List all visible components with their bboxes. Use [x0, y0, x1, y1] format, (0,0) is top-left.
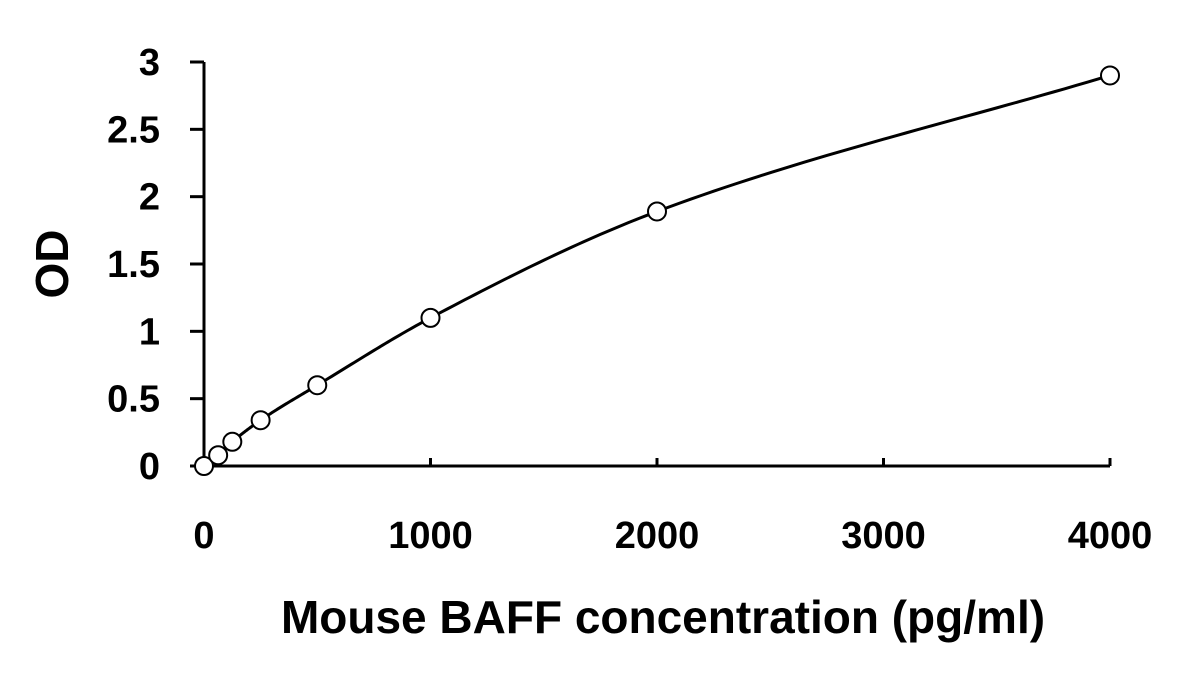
- x-tick-label: 3000: [841, 515, 926, 557]
- x-axis-title: Mouse BAFF concentration (pg/ml): [281, 591, 1045, 643]
- y-axis-title: OD: [26, 230, 78, 299]
- data-points-layer: [194, 65, 1120, 476]
- x-tick-label: 4000: [1068, 515, 1153, 557]
- x-tick-label: 1000: [388, 515, 473, 557]
- data-point: [307, 375, 328, 396]
- y-tick-label: 3: [139, 42, 160, 84]
- y-ticks: 0 0.5 1 1.5 2 2.5 3: [107, 42, 204, 488]
- fit-curve-layer: [203, 74, 1111, 468]
- y-tick-label: 2: [139, 177, 160, 219]
- x-ticks: 0 1000 2000 3000 4000: [193, 458, 1152, 557]
- y-tick-label: 0.5: [107, 379, 160, 421]
- data-point: [194, 456, 214, 476]
- data-point: [250, 410, 271, 431]
- y-tick-label: 2.5: [107, 109, 160, 151]
- fit-curve: [203, 74, 1111, 468]
- data-point: [222, 431, 243, 452]
- axes: [190, 62, 1110, 468]
- x-tick-label: 0: [193, 515, 214, 557]
- data-point: [647, 201, 667, 222]
- y-tick-label: 1: [139, 311, 160, 353]
- y-tick-label: 1.5: [107, 244, 160, 286]
- data-point: [1100, 65, 1120, 86]
- x-tick-label: 2000: [615, 515, 700, 557]
- y-tick-label: 0: [139, 446, 160, 488]
- data-point: [420, 307, 441, 328]
- data-point: [208, 445, 229, 466]
